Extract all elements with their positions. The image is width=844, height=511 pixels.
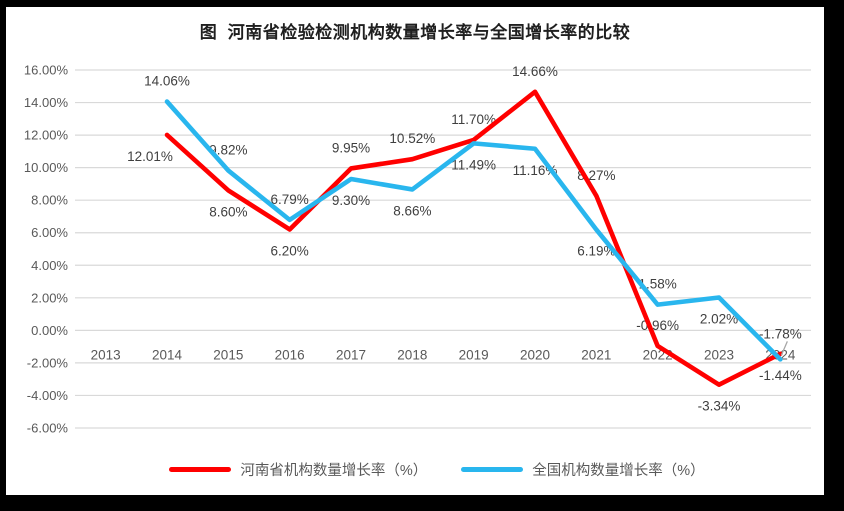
data-label: -1.44% [759, 368, 802, 383]
x-axis-tick-label: 2017 [336, 347, 366, 362]
data-label: 10.52% [389, 131, 435, 146]
legend-item-henan: 河南省机构数量增长率（%） [169, 459, 427, 480]
data-label: 14.66% [512, 64, 558, 79]
x-axis-tick-label: 2018 [397, 347, 427, 362]
chart-title: 图 河南省检验检测机构数量增长率与全国增长率的比较 [199, 23, 631, 42]
data-label: 2.02% [700, 311, 738, 326]
x-axis-tick-label: 2020 [520, 347, 550, 362]
series-line-0 [164, 89, 783, 388]
y-axis-tick-label: 8.00% [31, 193, 68, 208]
y-axis-tick-label: 4.00% [31, 258, 68, 273]
y-axis-tick-label: 14.00% [24, 95, 69, 110]
legend-label: 全国机构数量增长率（%） [532, 463, 705, 479]
data-label: 14.06% [144, 74, 190, 89]
data-label: 6.19% [577, 244, 615, 259]
chart-canvas: 图 河南省检验检测机构数量增长率与全国增长率的比较 16.00% 14.00% 12… [6, 7, 824, 495]
data-label: -0.96% [636, 318, 679, 333]
y-axis-tick-label: 12.00% [24, 128, 69, 143]
y-axis-tick-label: -4.00% [27, 388, 69, 403]
data-label: 9.82% [209, 143, 247, 158]
legend-label: 河南省机构数量增长率（%） [240, 463, 428, 479]
line-chart: 16.00% 14.00% 12.00% 10.00% 8.00% 6.00% 4.00% 2… [24, 63, 811, 436]
x-axis-tick-label: 2021 [581, 347, 611, 362]
x-axis-tick-label: 2014 [152, 347, 183, 362]
series-line-1 [164, 99, 783, 362]
data-label: 6.20% [271, 243, 309, 258]
data-label: 6.79% [271, 192, 309, 207]
data-label: 1.58% [639, 277, 677, 292]
y-axis-tick-label: 10.00% [24, 160, 69, 175]
data-label: -3.34% [698, 399, 741, 414]
legend-swatch [169, 467, 232, 472]
x-axis-tick-label: 2023 [704, 347, 734, 362]
y-axis-tick-label: 2.00% [31, 290, 68, 305]
y-axis-tick-label: 6.00% [31, 225, 68, 240]
y-axis-tick-label: 0.00% [31, 323, 68, 338]
data-label: 11.70% [451, 112, 496, 127]
x-axis-tick-label: 2015 [213, 347, 243, 362]
data-label: 9.95% [332, 140, 370, 155]
data-label: 8.60% [209, 204, 247, 219]
x-axis-tick-label: 2013 [91, 347, 121, 362]
data-label: 12.01% [127, 149, 173, 164]
data-label: 11.49% [451, 157, 496, 172]
legend-swatch [461, 467, 524, 472]
y-axis-tick-label: -2.00% [27, 355, 69, 370]
legend-item-national: 全国机构数量增长率（%） [461, 459, 705, 480]
x-axis-tick-label: 2019 [459, 347, 489, 362]
y-axis-tick-label: 16.00% [24, 63, 69, 78]
data-label: 9.30% [332, 193, 370, 208]
x-axis-tick-label: 2016 [275, 347, 305, 362]
data-label: 8.66% [393, 203, 431, 218]
legend: 河南省机构数量增长率（%） 全国机构数量增长率（%） [28, 459, 844, 480]
y-axis-tick-label: -6.00% [27, 421, 69, 436]
label-leader-line [780, 341, 788, 356]
data-label: -1.78% [759, 326, 802, 341]
